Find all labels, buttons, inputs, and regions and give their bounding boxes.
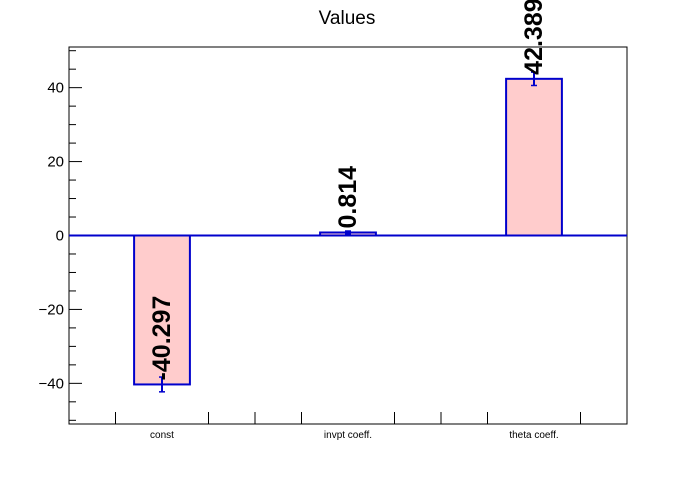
y-axis-ticks: −40 −20 0 20 40	[39, 50, 82, 421]
y-tick-label: −20	[39, 301, 64, 318]
bar-0	[133, 234, 191, 386]
error-bars	[159, 71, 537, 393]
value-label-1: 0.814	[334, 166, 362, 229]
bar-series	[133, 77, 563, 386]
y-tick-label: 40	[47, 80, 64, 97]
value-label-0: -40.297	[148, 296, 176, 381]
category-label-0: const	[150, 430, 174, 441]
value-label-2: 42.389	[520, 0, 548, 75]
category-label-2: theta coeff.	[509, 430, 558, 441]
x-axis-ticks	[115, 412, 581, 424]
category-label-1: invpt coeff.	[324, 430, 372, 441]
y-tick-label: 20	[47, 154, 64, 171]
bar-2	[505, 77, 563, 237]
y-tick-label: 0	[56, 228, 64, 245]
category-labels: const invpt coeff. theta coeff.	[150, 430, 559, 441]
y-tick-label: −40	[39, 375, 64, 392]
value-labels: -40.297 0.814 42.389	[148, 0, 548, 380]
chart-title: Values	[319, 8, 376, 29]
